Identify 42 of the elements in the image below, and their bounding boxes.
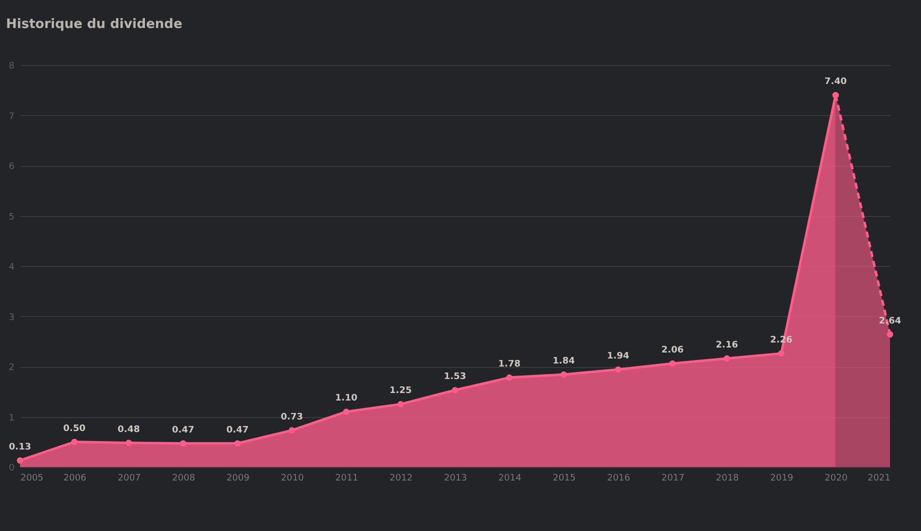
x-tick-label: 2008 bbox=[172, 474, 196, 484]
y-tick-label: 4 bbox=[8, 262, 15, 272]
data-label: 0.47 bbox=[172, 425, 194, 436]
data-label: 0.50 bbox=[63, 424, 86, 434]
y-tick-label: 1 bbox=[8, 413, 14, 424]
x-tick-label: 2020 bbox=[824, 474, 848, 484]
x-tick-label: 2015 bbox=[552, 474, 576, 484]
data-label: 1.10 bbox=[335, 394, 358, 404]
data-label: 0.73 bbox=[280, 412, 303, 422]
x-tick-label: 2016 bbox=[607, 474, 630, 484]
y-tick-label: 0 bbox=[8, 464, 15, 474]
x-tick-label: 2006 bbox=[63, 474, 87, 484]
data-label: 1.25 bbox=[390, 386, 412, 396]
x-tick-label: 2014 bbox=[498, 474, 522, 484]
y-tick-label: 3 bbox=[8, 312, 14, 323]
x-tick-label: 2010 bbox=[280, 474, 304, 484]
y-tick-label: 5 bbox=[8, 212, 14, 222]
data-label: 2.06 bbox=[661, 345, 684, 356]
data-label: 2.16 bbox=[716, 340, 738, 350]
data-label: 0.48 bbox=[118, 424, 140, 435]
data-label: 1.94 bbox=[607, 352, 630, 362]
chart-title: Historique du dividende bbox=[6, 17, 182, 32]
x-tick-label: 2009 bbox=[226, 474, 250, 484]
y-tick-label: 8 bbox=[8, 62, 15, 72]
y-tick-label: 7 bbox=[8, 112, 14, 122]
y-tick-label: 2 bbox=[8, 363, 14, 373]
x-tick-label: 2013 bbox=[444, 474, 467, 484]
data-label: 7.40 bbox=[824, 77, 847, 88]
x-tick-label: 2017 bbox=[662, 474, 684, 484]
data-label: 0.47 bbox=[226, 425, 249, 436]
data-label: 0.13 bbox=[8, 442, 32, 452]
x-tick-label: 2018 bbox=[716, 474, 740, 484]
y-tick-label: 6 bbox=[8, 162, 15, 172]
data-label: 1.53 bbox=[444, 372, 466, 382]
x-tick-label: 2021 bbox=[868, 474, 890, 484]
x-tick-label: 2005 bbox=[20, 474, 44, 484]
data-label: 1.78 bbox=[498, 360, 520, 370]
data-label: 1.84 bbox=[552, 356, 575, 367]
x-tick-label: 2019 bbox=[770, 474, 794, 484]
x-tick-label: 2012 bbox=[390, 474, 413, 484]
x-tick-label: 2007 bbox=[118, 474, 141, 484]
x-tick-label: 2011 bbox=[335, 474, 358, 484]
